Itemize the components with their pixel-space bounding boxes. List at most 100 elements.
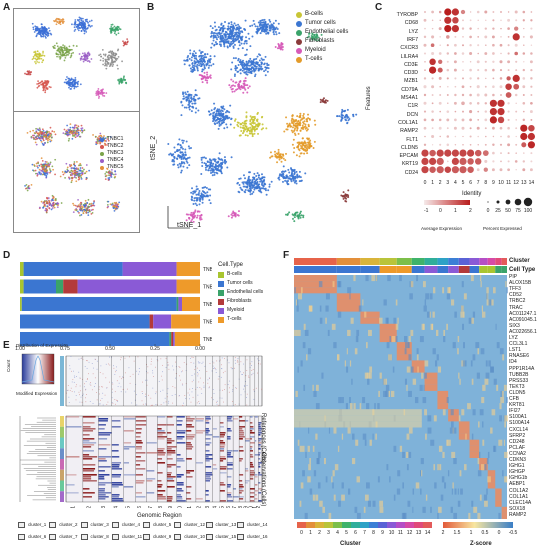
pct-dot [496, 200, 500, 204]
cell-point [200, 173, 203, 176]
cell-point [185, 160, 188, 163]
cell-point [296, 124, 299, 127]
cell-point [243, 87, 246, 90]
noise-cell [196, 367, 198, 369]
noise-cell [191, 391, 193, 393]
cell-point [48, 138, 51, 141]
cell-point [38, 171, 40, 174]
noise-cell [203, 382, 204, 384]
noise-cell [134, 399, 136, 401]
dot-cell [424, 61, 426, 63]
cell-point [295, 170, 298, 173]
cell-point [113, 209, 116, 212]
cell-point [88, 20, 91, 23]
legend-swatch [100, 144, 104, 149]
cnv-cell [212, 464, 217, 466]
cell-point [222, 121, 225, 124]
cnv-cell [82, 422, 95, 424]
cell-point [184, 151, 187, 154]
cell-point [291, 131, 294, 134]
cell-point [200, 78, 203, 81]
cell-point [258, 122, 261, 125]
cnv-cell [186, 444, 192, 446]
cell-point [102, 63, 104, 66]
noise-cell [251, 374, 253, 376]
cell-point [98, 95, 101, 98]
cell-point [225, 31, 228, 34]
cnv-cell [227, 484, 232, 486]
cnv-cell [98, 418, 109, 420]
cell-point [250, 182, 253, 185]
cell-point [223, 40, 226, 43]
cell-point [38, 28, 41, 31]
cell-point [190, 94, 193, 97]
bar-segment [169, 332, 172, 346]
cell-point [40, 35, 43, 38]
cell-point [72, 44, 75, 47]
cell-point [251, 135, 254, 138]
cell-point [49, 135, 51, 137]
dot-cell [523, 27, 525, 30]
cnv-cell [219, 446, 225, 448]
cell-point [76, 129, 79, 132]
cnv-cell [176, 476, 182, 478]
cell-point [260, 128, 263, 131]
cell-point [37, 129, 40, 131]
cell-point [250, 130, 253, 133]
noise-cell [73, 375, 75, 377]
cell-point [190, 59, 193, 62]
cell-point [268, 185, 271, 188]
cell-point [73, 167, 76, 170]
cnv-cell [98, 456, 112, 458]
cell-point [180, 114, 183, 117]
cell-point [313, 119, 316, 122]
cell-point [179, 151, 182, 154]
noise-cell [117, 386, 119, 388]
cell-point [249, 115, 252, 118]
dot-cell [514, 160, 518, 163]
noise-cell [216, 403, 218, 405]
cnv-cell [249, 450, 253, 452]
cell-point [286, 213, 289, 216]
cell-point [191, 61, 194, 64]
cnv-cell [157, 434, 163, 436]
cnv-cell [219, 450, 225, 452]
noise-cell [95, 383, 96, 384]
noise-cell [94, 377, 96, 379]
cnv-cell [249, 428, 254, 430]
cell-point [102, 60, 105, 62]
cnv-cell [98, 460, 107, 462]
bar-segment [23, 279, 57, 294]
cell-point [72, 84, 75, 87]
panel-d-legend-item: B-cells [218, 270, 263, 279]
cnv-cell [157, 498, 167, 500]
cell-point [203, 75, 206, 78]
cnv-cell [227, 430, 232, 432]
cell-point [213, 102, 216, 105]
cell-point [237, 214, 240, 217]
sample-label: TNBC2 [203, 320, 212, 326]
noise-cell [127, 388, 128, 390]
cell-point [97, 90, 100, 93]
cell-point [231, 212, 234, 215]
cell-point [32, 129, 34, 132]
cell-point [262, 30, 265, 33]
cell-point [46, 202, 49, 205]
noise-cell [171, 395, 173, 396]
cnv-cell [239, 480, 243, 482]
cell-point [90, 212, 93, 215]
noise-cell [206, 371, 208, 372]
cell-point [231, 214, 234, 217]
cnv-cell [176, 484, 184, 486]
cnv-cell [239, 430, 244, 432]
cell-point [211, 174, 214, 177]
dot-cell [492, 52, 495, 55]
dot-cell [429, 66, 437, 74]
cell-point [108, 171, 111, 174]
cell-point [195, 107, 198, 110]
dot-cell [485, 77, 487, 80]
cell-point [296, 211, 299, 214]
cell-point [212, 39, 215, 42]
cell-point [125, 43, 128, 46]
cell-point [278, 178, 281, 181]
